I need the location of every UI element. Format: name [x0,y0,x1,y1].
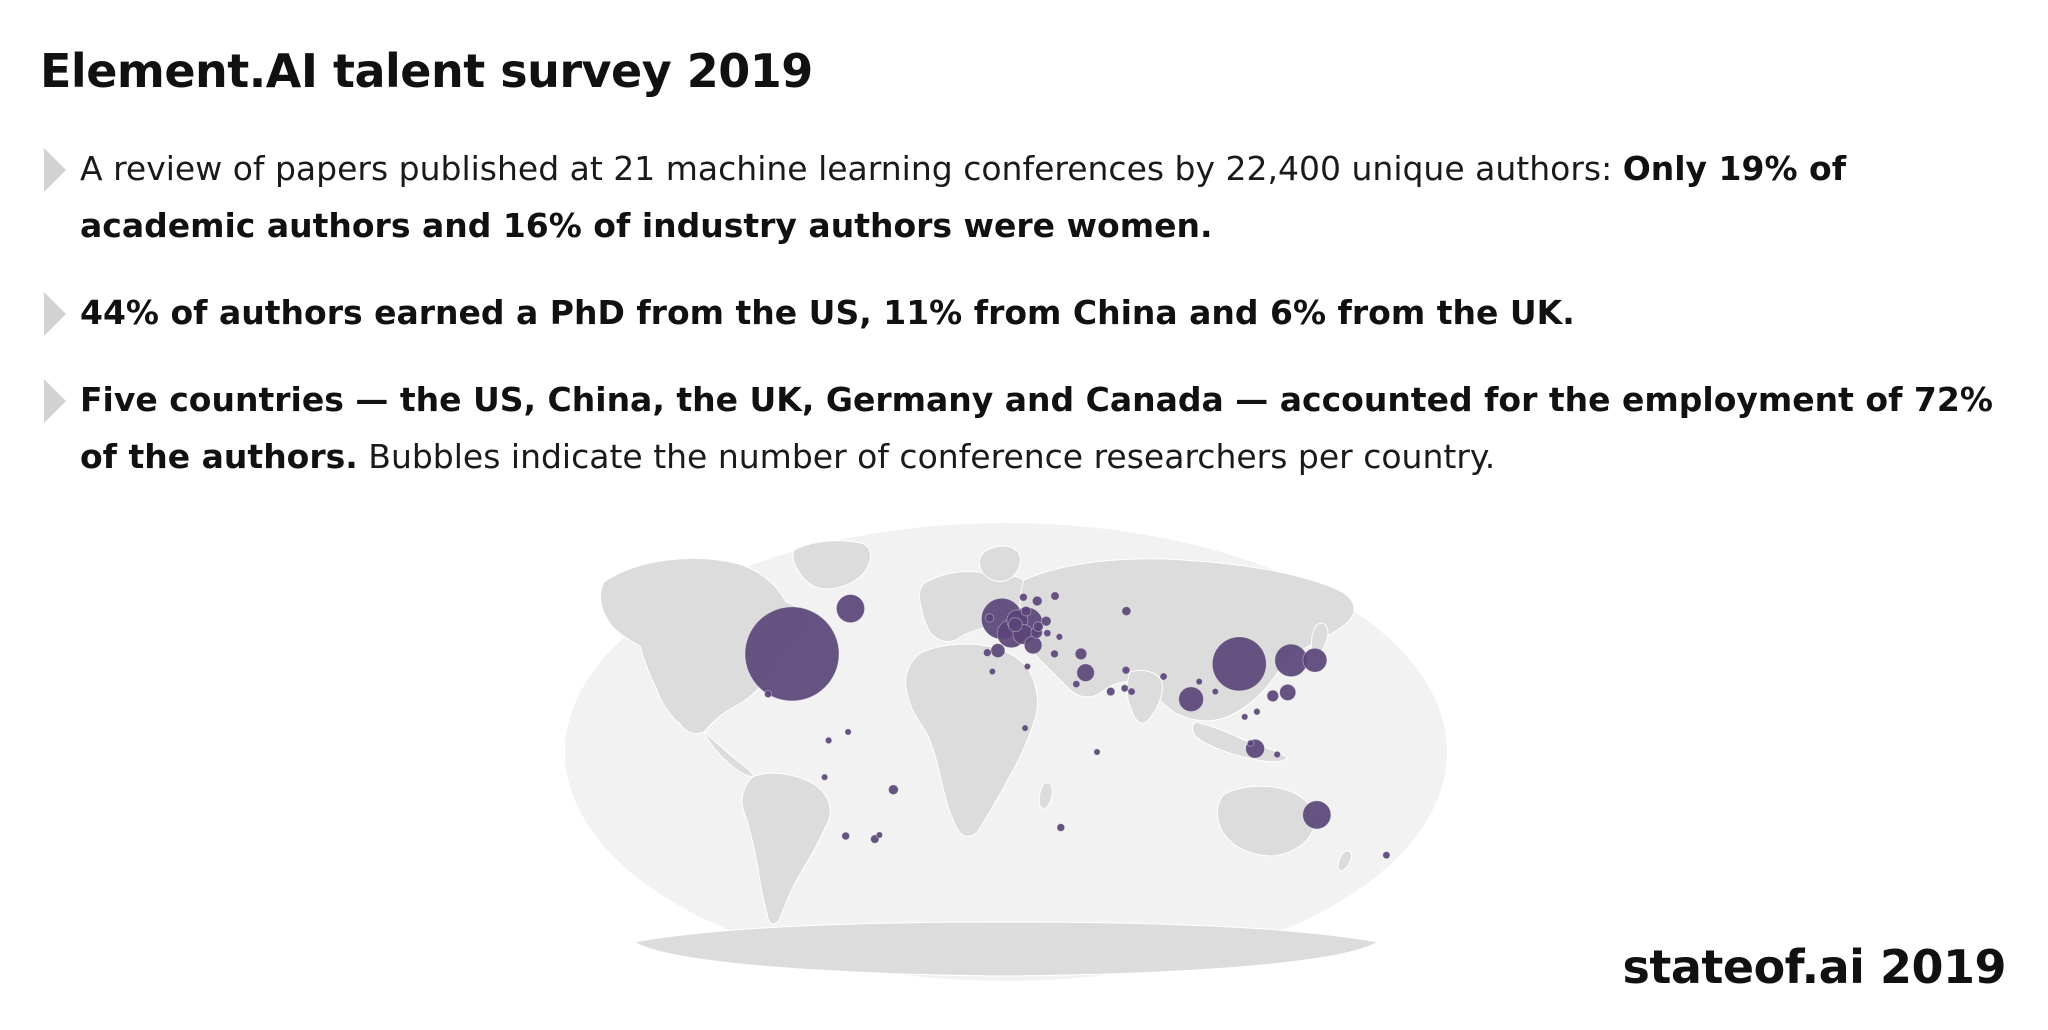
land-madagascar [1038,782,1053,809]
bullet-text: 44% of authors earned a PhD from the US,… [80,284,2000,341]
bullet-item: A review of papers published at 21 machi… [40,140,2000,254]
bubble-russia [1121,606,1132,616]
bubble-new-zealand [1382,851,1391,860]
bubble-tunisia [1023,662,1031,671]
bullet-text-normal: Bubbles indicate the number of conferenc… [357,437,1496,476]
footer-brand: stateof.ai 2019 [1622,940,2006,994]
bubble-belgium [1007,617,1023,633]
triangle-bullet-icon [44,379,66,423]
bubble-canada [835,594,865,624]
bubble-taiwan [1279,683,1297,701]
land-new-zealand [1337,850,1353,872]
page-title: Element.AI talent survey 2019 [40,44,813,98]
bubble-brazil [888,784,899,796]
bubble-united-states [744,606,840,702]
bubble-south-africa [1056,823,1066,832]
bullet-text: Five countries — the US, China, the UK, … [80,371,2000,485]
map-land [600,540,1380,977]
bubble-saudi-arabia [1106,687,1116,697]
bubble-vietnam [1253,707,1261,716]
bubble-ireland [985,613,995,623]
bubble-nigeria [1021,724,1029,732]
bubble-morocco [988,667,996,676]
bubble-uruguay [875,831,883,839]
bullet-text-normal: A review of papers published at 21 machi… [80,149,1623,188]
bubble-norway [1019,593,1028,602]
bubble-thailand [1241,713,1249,721]
bubble-chile [841,831,851,841]
bubble-indonesia [1273,750,1281,759]
bubble-australia [1302,800,1332,830]
bubble-israel [1076,663,1095,682]
bubble-argentina [870,834,880,844]
bubble-portugal [982,648,992,657]
bubble-hungary [1043,629,1052,638]
land-scandinavia [978,545,1021,583]
land-antarctica [632,921,1380,977]
land-southeast-asia [1192,721,1289,763]
bubble-peru [820,773,829,781]
bubble-pakistan [1159,672,1168,681]
bullet-text-bold: Only 19% of academic authors and 16% of … [80,149,1847,245]
land-india [1126,669,1163,724]
bubble-denmark [1020,605,1032,617]
bubble-spain [990,643,1006,659]
bubble-venezuela [844,728,852,736]
world-map-svg [565,523,1447,981]
bubble-china [1211,636,1267,692]
bubble-iran [1121,665,1131,675]
bubble-united-arab-emirates [1127,687,1136,696]
triangle-bullet-icon [44,148,66,192]
land-south-america [741,772,831,925]
bubble-bangladesh [1211,688,1219,696]
bubble-romania [1055,633,1064,641]
world-bubble-map [564,522,1448,982]
bubble-mexico [764,690,773,699]
bubble-czech-republic [1032,621,1044,632]
bubble-italy [1023,635,1043,655]
bubble-egypt [1072,680,1081,689]
land-australia [1216,785,1316,857]
bullet-text: A review of papers published at 21 machi… [80,140,2000,254]
bubble-hong-kong [1266,689,1280,703]
land-asia [1019,558,1355,722]
triangle-bullet-icon [44,292,66,336]
land-north-america [600,557,810,735]
bubble-kenya [1093,748,1101,756]
bubble-nepal [1195,678,1203,686]
bubble-turkey [1074,647,1088,661]
bullet-item: 44% of authors earned a PhD from the US,… [40,284,2000,341]
land-africa [905,643,1038,837]
bubble-poland [1040,615,1052,627]
bubble-colombia [824,736,833,745]
bubble-india [1178,686,1204,713]
bubble-greece [1050,649,1059,659]
land-greenland [792,540,871,590]
bubble-malaysia [1246,739,1255,747]
bubble-japan [1302,647,1328,673]
bullet-list: A review of papers published at 21 machi… [40,140,2000,515]
bullet-item: Five countries — the US, China, the UK, … [40,371,2000,485]
bullet-text-bold: 44% of authors earned a PhD from the US,… [80,293,1575,332]
bubble-qatar [1120,684,1129,693]
bubble-layer [744,591,1391,860]
bubble-sweden [1031,595,1043,607]
bullet-text-bold: Five countries — the US, China, the UK, … [80,380,1993,476]
bubble-finland [1050,591,1060,601]
